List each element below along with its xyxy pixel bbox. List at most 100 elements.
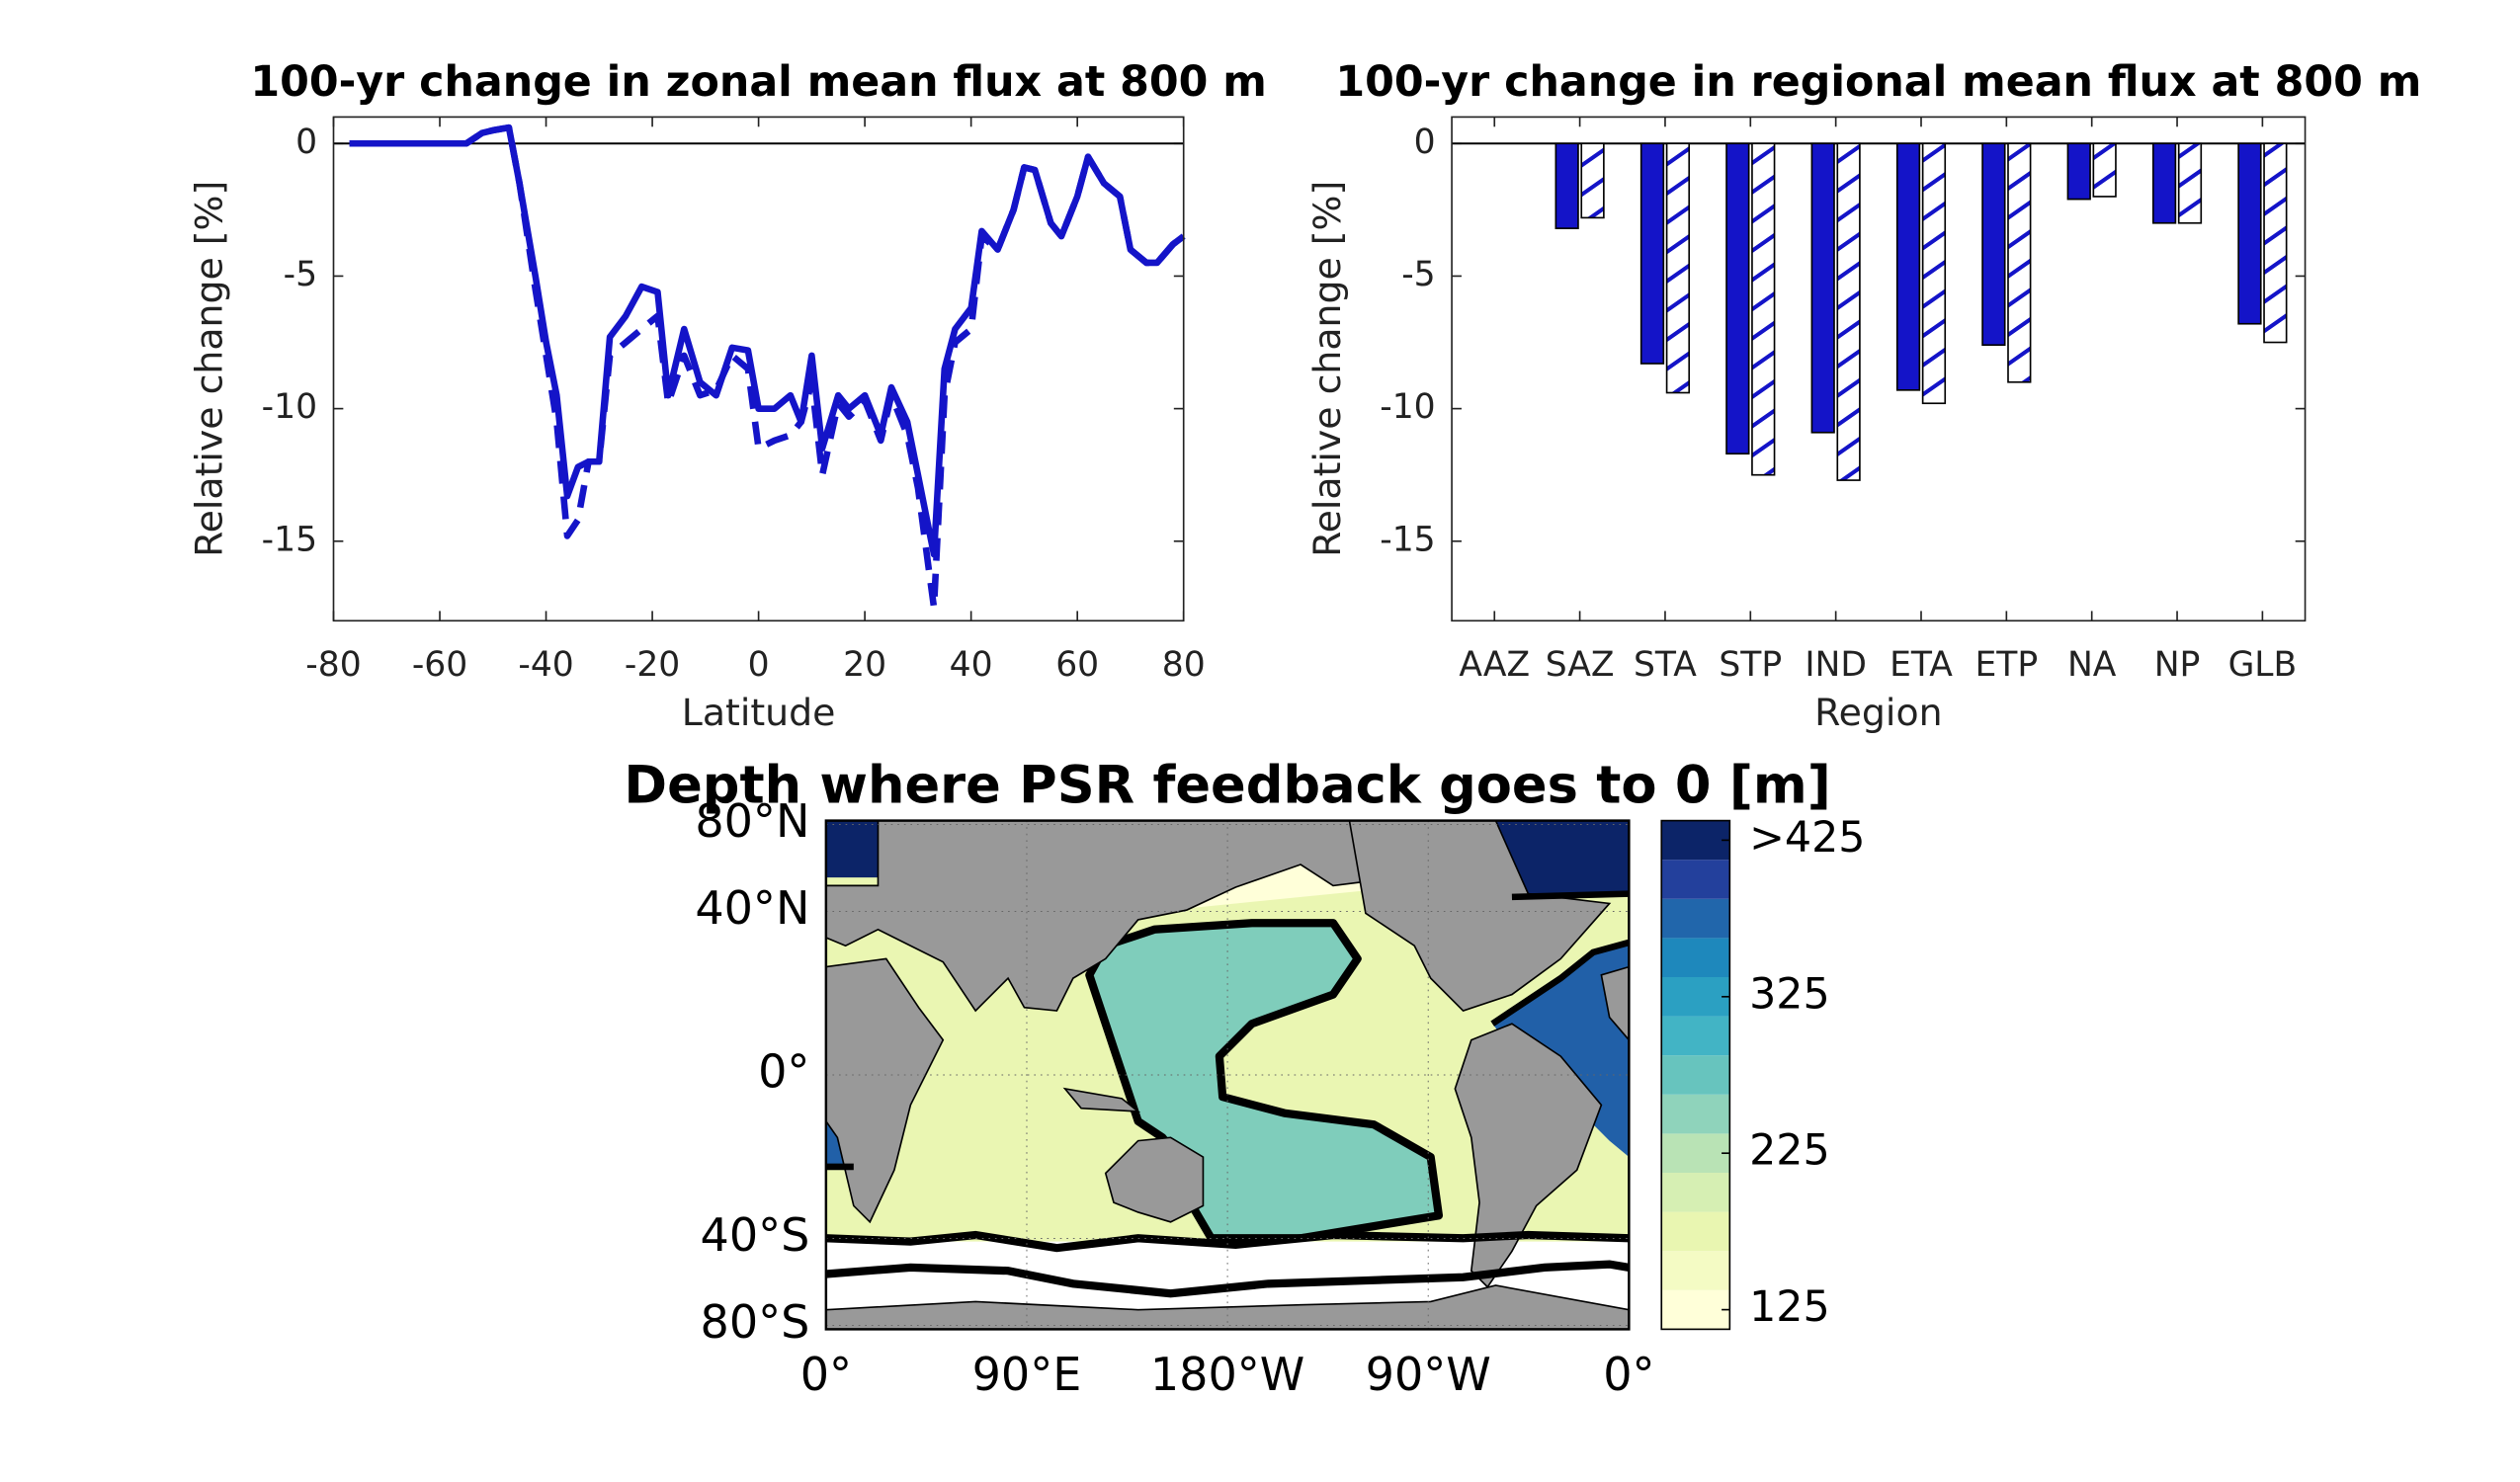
- bar: [2151, 142, 2177, 224]
- y-tick-label: 80°S: [701, 1295, 810, 1349]
- bar: [1639, 142, 1665, 365]
- line-series: [349, 124, 1186, 612]
- y-tick-label: 0: [1414, 123, 1436, 162]
- chart-title: Depth where PSR feedback goes to 0 [m]: [624, 755, 1830, 815]
- contour: [1490, 939, 1630, 1027]
- contour: [825, 1260, 1630, 1298]
- x-tick-label: -80: [305, 645, 361, 685]
- y-axis-label: Relative change [%]: [1305, 181, 1349, 557]
- y-tick-label: -5: [1401, 255, 1435, 294]
- x-tick-label: 20: [843, 645, 886, 685]
- colorbar-tick-label: 125: [1749, 1282, 1830, 1332]
- x-axis-label: Latitude: [682, 691, 836, 734]
- y-tick-label: -15: [262, 520, 317, 559]
- land: [825, 957, 945, 1224]
- bar: [1580, 142, 1605, 219]
- y-tick-label: -15: [1380, 520, 1435, 559]
- colorbar-band: [1661, 1016, 1730, 1056]
- line-series: [349, 124, 1186, 558]
- colorbar-frame: [1660, 819, 1731, 1331]
- y-tick-label: 0: [295, 123, 317, 162]
- land: [1454, 1023, 1603, 1288]
- x-tick-label: -20: [625, 645, 680, 685]
- x-tick-label: 90°W: [1366, 1348, 1491, 1401]
- land: [825, 1284, 1630, 1330]
- x-tick-label: STP: [1719, 645, 1782, 685]
- colorbar-band: [1661, 860, 1730, 899]
- x-tick-label: AAZ: [1459, 645, 1530, 685]
- colorbar-tick-label: 225: [1749, 1126, 1830, 1176]
- x-tick-label: STA: [1634, 645, 1697, 685]
- colorbar-band: [1661, 1172, 1730, 1212]
- y-tick-label: 40°S: [701, 1208, 810, 1262]
- colorbar-tick-label: 325: [1749, 969, 1830, 1019]
- bar: [2177, 142, 2203, 224]
- region: [1495, 820, 1630, 897]
- colorbar-band: [1661, 976, 1730, 1017]
- x-tick-label: GLB: [2228, 645, 2298, 685]
- colorbar-tick-label: >425: [1749, 813, 1865, 863]
- land: [1062, 1087, 1141, 1112]
- colorbar-band: [1661, 938, 1730, 977]
- bar: [1895, 142, 1921, 391]
- bar: [1554, 142, 1579, 229]
- chart-title: 100-yr change in regional mean flux at 8…: [1335, 57, 2421, 107]
- chart-title: 100-yr change in zonal mean flux at 800 …: [250, 57, 1267, 107]
- y-tick-label: 80°N: [695, 794, 809, 848]
- x-tick-label: 80: [1162, 645, 1206, 685]
- x-tick-label: 180°W: [1150, 1348, 1304, 1401]
- bar: [1665, 142, 1691, 394]
- colorbar-band: [1661, 1094, 1730, 1134]
- region: [825, 820, 886, 878]
- colorbar-band: [1661, 1289, 1730, 1330]
- colorbar-band: [1661, 898, 1730, 939]
- x-tick-label: 0°: [800, 1348, 852, 1401]
- colorbar-band: [1661, 1055, 1730, 1095]
- x-tick-label: SAZ: [1546, 645, 1615, 685]
- land: [825, 820, 1416, 1013]
- bar: [2007, 142, 2032, 383]
- colorbar-band: [1661, 1251, 1730, 1290]
- bar: [1836, 142, 1861, 481]
- bar: [1921, 142, 1947, 405]
- colorbar-band: [1661, 1133, 1730, 1173]
- land: [1348, 820, 1612, 1012]
- y-tick-label: 40°N: [695, 881, 809, 935]
- bar: [2092, 142, 2117, 198]
- x-axis-label: Region: [1814, 691, 1942, 734]
- bar: [2263, 142, 2288, 344]
- bar: [2066, 142, 2091, 201]
- x-tick-label: ETP: [1974, 645, 2038, 685]
- x-tick-label: 60: [1055, 645, 1099, 685]
- colorbar-band: [1661, 1211, 1730, 1252]
- contour: [1511, 890, 1630, 901]
- x-tick-label: IND: [1805, 645, 1867, 685]
- colorbar-band: [1661, 820, 1730, 861]
- x-tick-label: -40: [518, 645, 573, 685]
- bar: [2237, 142, 2262, 325]
- y-tick-label: -5: [284, 255, 317, 294]
- axes-frame: [332, 116, 1185, 622]
- region: [1085, 919, 1444, 1243]
- y-tick-label: -10: [262, 387, 317, 427]
- x-tick-label: -60: [412, 645, 467, 685]
- x-tick-label: NP: [2154, 645, 2201, 685]
- bar: [1725, 142, 1750, 455]
- x-tick-label: 0°: [1603, 1348, 1654, 1401]
- land: [1104, 1136, 1205, 1223]
- y-tick-label: 0°: [758, 1044, 809, 1098]
- y-axis-label: Relative change [%]: [188, 181, 231, 557]
- axes-frame: [1451, 116, 2307, 622]
- bar: [1981, 142, 2006, 347]
- y-tick-label: -10: [1380, 387, 1435, 427]
- x-tick-label: 40: [950, 645, 993, 685]
- bar: [1751, 142, 1776, 476]
- x-tick-label: 0: [748, 645, 770, 685]
- bar: [1810, 142, 1835, 434]
- x-tick-label: NA: [2067, 645, 2117, 685]
- x-tick-label: 90°E: [972, 1348, 1082, 1401]
- x-tick-label: ETA: [1890, 645, 1953, 685]
- land: [1600, 965, 1630, 1041]
